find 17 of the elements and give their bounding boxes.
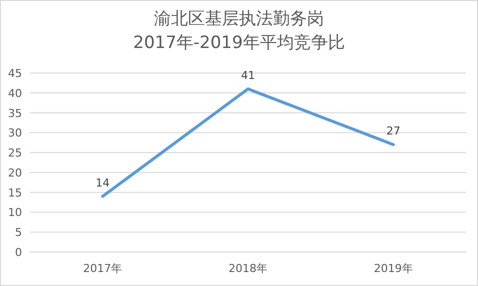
data-label: 14 [96, 176, 110, 190]
y-tick-label: 45 [8, 67, 22, 80]
y-tick-label: 25 [8, 146, 22, 160]
y-tick-label: 5 [15, 226, 22, 240]
x-tick-label: 2019年 [374, 262, 413, 275]
y-tick-label: 30 [8, 126, 22, 140]
y-tick-label: 0 [15, 246, 22, 259]
y-tick-label: 35 [8, 106, 22, 120]
chart-title: 渝北区基层执法勤务岗 2017年-2019年平均竞争比 [133, 9, 345, 53]
y-tick-label: 10 [8, 206, 22, 220]
data-label: 27 [386, 124, 400, 138]
x-tick-label: 2017年 [83, 262, 122, 275]
y-tick-label: 20 [8, 166, 22, 180]
y-tick-label: 15 [8, 186, 22, 200]
data-label: 41 [241, 68, 255, 82]
x-tick-label: 2018年 [228, 262, 268, 275]
y-tick-label: 40 [8, 86, 22, 100]
